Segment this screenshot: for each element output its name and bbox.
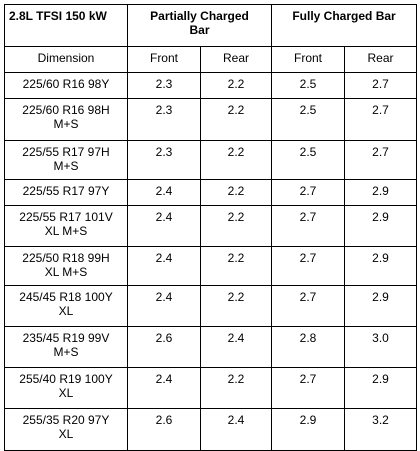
pressure-cell: 3.2 xyxy=(344,408,418,451)
pressure-cell: 2.4 xyxy=(127,205,201,247)
pressure-cell: 2.9 xyxy=(344,205,418,247)
dimension-cell: 225/55 R17 97H M+S xyxy=(4,140,128,180)
pressure-cell: 3.0 xyxy=(344,326,418,368)
dimension-cell: 255/35 R20 97Y XL xyxy=(4,408,128,451)
pressure-cell: 2.4 xyxy=(127,285,201,327)
pressure-cell: 2.6 xyxy=(127,326,201,368)
pressure-cell: 2.4 xyxy=(127,367,201,409)
pressure-cell: 2.7 xyxy=(271,205,346,247)
data-row: 225/60 R16 98Y 2.3 2.2 2.5 2.7 xyxy=(4,72,418,99)
dimension-cell: 225/60 R16 98Y xyxy=(4,72,128,99)
pressure-cell: 2.5 xyxy=(271,98,346,141)
pressure-cell: 2.7 xyxy=(271,285,346,327)
pressure-cell: 2.9 xyxy=(344,179,418,206)
data-row: 225/55 R17 97H M+S 2.3 2.2 2.5 2.7 xyxy=(4,140,418,180)
pressure-cell: 2.2 xyxy=(199,205,273,247)
pressure-cell: 2.2 xyxy=(199,367,273,409)
pressure-cell: 2.3 xyxy=(127,140,201,180)
header-cell: Fully Charged Bar xyxy=(271,4,418,47)
pressure-cell: 2.2 xyxy=(199,72,273,99)
header-cell: 2.8L TFSI 150 kW xyxy=(4,4,128,47)
pressure-cell: 2.8 xyxy=(271,326,346,368)
pressure-cell: 2.9 xyxy=(344,367,418,409)
pressure-cell: 2.7 xyxy=(271,246,346,286)
pressure-cell: Rear xyxy=(199,46,273,73)
pressure-cell: 2.7 xyxy=(271,367,346,409)
pressure-cell: 2.5 xyxy=(271,72,346,99)
pressure-cell: 2.2 xyxy=(199,246,273,286)
data-row: 255/35 R20 97Y XL 2.6 2.4 2.9 3.2 xyxy=(4,408,418,451)
header-cell: Partially Charged Bar xyxy=(126,4,273,47)
data-row: 225/55 R17 97Y 2.4 2.2 2.7 2.9 xyxy=(4,179,418,206)
header-row: 2.8L TFSI 150 kW Partially Charged Bar F… xyxy=(4,4,418,47)
pressure-cell: 2.7 xyxy=(344,140,418,180)
pressure-cell: Rear xyxy=(344,46,418,73)
pressure-cell: 2.4 xyxy=(199,408,273,451)
data-row: 225/55 R17 101V XL M+S 2.4 2.2 2.7 2.9 xyxy=(4,205,418,247)
dimension-cell: 225/60 R16 98H M+S xyxy=(4,98,128,141)
pressure-cell: 2.4 xyxy=(199,326,273,368)
pressure-cell: 2.2 xyxy=(199,98,273,141)
subheader-row: Dimension Front Rear Front Rear xyxy=(4,46,418,73)
pressure-cell: 2.4 xyxy=(127,179,201,206)
pressure-cell: 2.6 xyxy=(127,408,201,451)
table-body: 2.8L TFSI 150 kW Partially Charged Bar F… xyxy=(4,4,418,451)
dimension-cell: 225/55 R17 97Y xyxy=(4,179,128,206)
pressure-cell: 2.9 xyxy=(271,408,346,451)
pressure-cell: 2.9 xyxy=(344,285,418,327)
pressure-cell: Front xyxy=(127,46,201,73)
dimension-cell: 245/45 R18 100Y XL xyxy=(4,285,128,327)
dimension-cell: 255/40 R19 100Y XL xyxy=(4,367,128,409)
pressure-cell: 2.2 xyxy=(199,285,273,327)
pressure-cell: 2.2 xyxy=(199,179,273,206)
data-row: 255/40 R19 100Y XL 2.4 2.2 2.7 2.9 xyxy=(4,367,418,409)
data-row: 235/45 R19 99V M+S 2.6 2.4 2.8 3.0 xyxy=(4,326,418,368)
pressure-cell: 2.3 xyxy=(127,98,201,141)
dimension-cell: Dimension xyxy=(4,46,128,73)
dimension-cell: 235/45 R19 99V M+S xyxy=(4,326,128,368)
dimension-cell: 225/50 R18 99H XL M+S xyxy=(4,246,128,286)
pressure-cell: 2.3 xyxy=(127,72,201,99)
data-row: 225/50 R18 99H XL M+S 2.4 2.2 2.7 2.9 xyxy=(4,246,418,286)
pressure-cell: 2.2 xyxy=(199,140,273,180)
data-row: 245/45 R18 100Y XL 2.4 2.2 2.7 2.9 xyxy=(4,285,418,327)
data-row: 225/60 R16 98H M+S 2.3 2.2 2.5 2.7 xyxy=(4,98,418,141)
pressure-cell: 2.7 xyxy=(271,179,346,206)
pressure-cell: 2.9 xyxy=(344,246,418,286)
pressure-cell: Front xyxy=(271,46,346,73)
pressure-cell: 2.4 xyxy=(127,246,201,286)
pressure-cell: 2.7 xyxy=(344,98,418,141)
dimension-cell: 225/55 R17 101V XL M+S xyxy=(4,205,128,247)
pressure-cell: 2.5 xyxy=(271,140,346,180)
tire-pressure-table: 2.8L TFSI 150 kW Partially Charged Bar F… xyxy=(4,4,418,451)
pressure-cell: 2.7 xyxy=(344,72,418,99)
